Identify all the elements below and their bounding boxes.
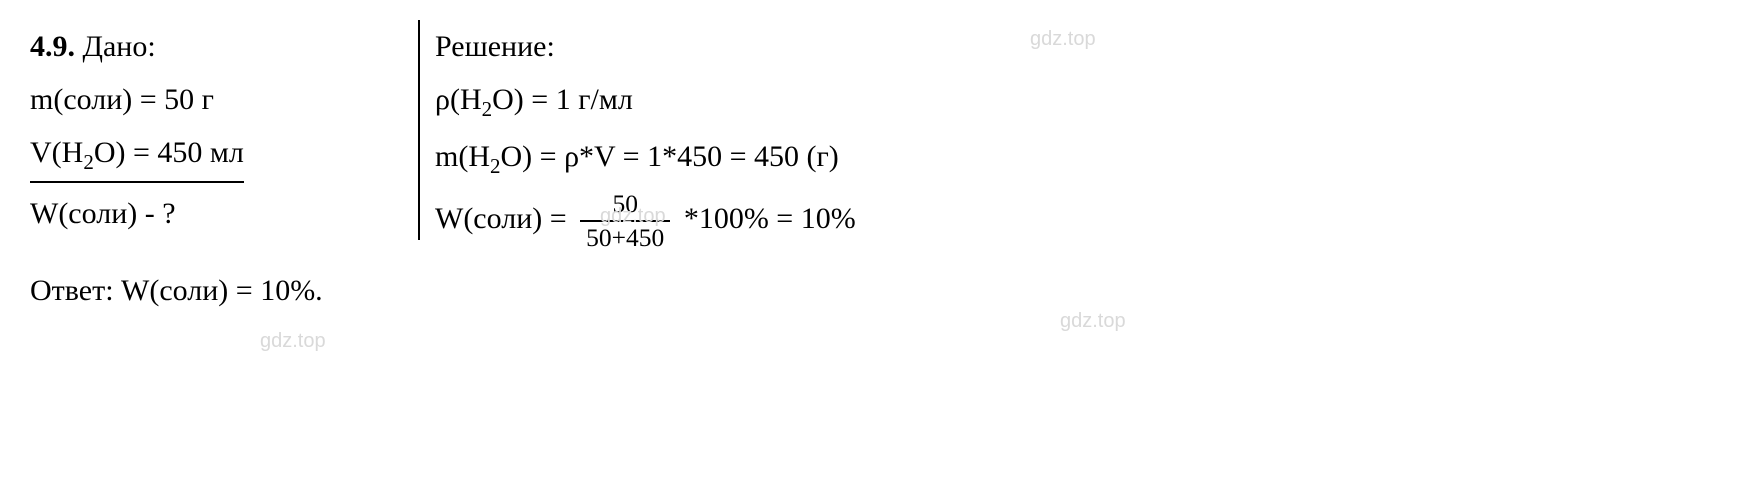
solution-line-1-prefix: ρ(H xyxy=(435,83,482,116)
solution-line-2: m(H2O) = ρ*V = 1*450 = 450 (г) xyxy=(435,134,1715,183)
given-line-2-prefix: V(H xyxy=(30,136,83,169)
given-line-2-suffix: O) = 450 мл xyxy=(94,136,244,169)
given-label: Дано: xyxy=(83,30,156,63)
watermark: gdz.top xyxy=(260,330,326,353)
given-header: 4.9. Дано: xyxy=(30,24,393,69)
solution-line-2-sub: 2 xyxy=(490,154,501,178)
fraction: 50 50+450 xyxy=(580,190,670,252)
fraction-numerator: 50 xyxy=(606,190,644,220)
given-line-2: V(H2O) = 450 мл xyxy=(30,130,393,183)
solution-line-1-sub: 2 xyxy=(482,97,493,121)
solution-line-3-prefix: W(соли) = xyxy=(435,202,574,235)
fraction-denominator: 50+450 xyxy=(580,220,670,252)
given-line-1: m(соли) = 50 г xyxy=(30,77,393,122)
answer-row: Ответ: W(соли) = 10%. xyxy=(30,268,1715,313)
solution-line-1-suffix: O) = 1 г/мл xyxy=(492,83,633,116)
find-line: W(соли) - ? xyxy=(30,191,393,236)
answer-value: W(соли) = 10%. xyxy=(121,274,323,307)
solution-label: Решение: xyxy=(435,24,1715,69)
answer-label: Ответ: xyxy=(30,274,121,307)
solution-line-3: W(соли) = 50 50+450 *100% = 10% xyxy=(435,190,1715,252)
problem-number: 4.9. xyxy=(30,30,75,63)
given-line-2-sub: 2 xyxy=(83,150,94,174)
solution-panel: Решение: ρ(H2O) = 1 г/мл m(H2O) = ρ*V = … xyxy=(420,20,1715,256)
solution-line-2-prefix: m(H xyxy=(435,140,490,173)
solution-line-2-suffix: O) = ρ*V = 1*450 = 450 (г) xyxy=(501,140,839,173)
solution-line-3-suffix: *100% = 10% xyxy=(684,202,856,235)
solution-line-1: ρ(H2O) = 1 г/мл xyxy=(435,77,1715,126)
given-panel: 4.9. Дано: m(соли) = 50 г V(H2O) = 450 м… xyxy=(30,20,420,240)
